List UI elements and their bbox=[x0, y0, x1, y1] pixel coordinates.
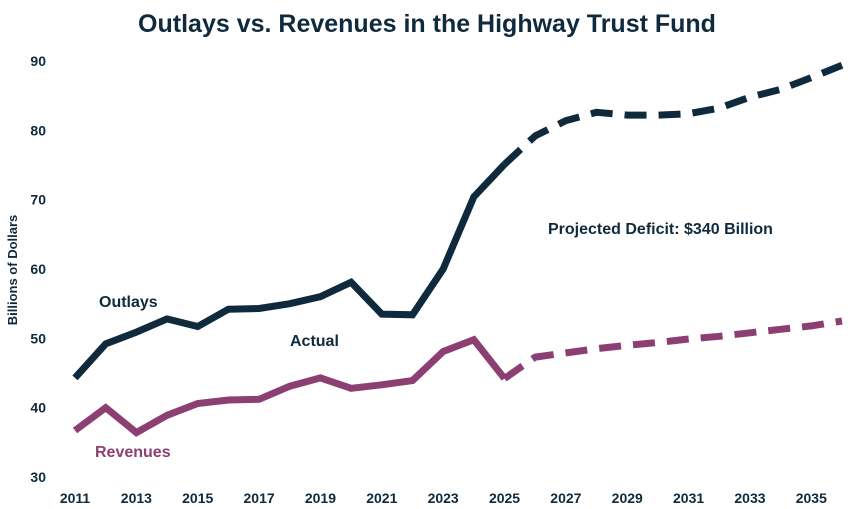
chart-title: Outlays vs. Revenues in the Highway Trus… bbox=[138, 10, 716, 38]
x-tick-label: 2017 bbox=[244, 490, 275, 506]
x-tick-label: 2025 bbox=[489, 490, 520, 506]
x-tick-label: 2027 bbox=[550, 490, 581, 506]
x-tick-label: 2015 bbox=[182, 490, 213, 506]
y-tick-label: 90 bbox=[30, 53, 46, 69]
x-tick-label: 2011 bbox=[60, 490, 91, 506]
projected-deficit-label: Projected Deficit: $340 Billion bbox=[548, 221, 773, 238]
outlays-actual-line bbox=[72, 161, 508, 381]
y-tick-label: 60 bbox=[30, 261, 46, 277]
y-axis-label: Billions of Dollars bbox=[5, 215, 20, 326]
outlays-projected-line bbox=[502, 61, 844, 167]
revenues-projected-line bbox=[502, 317, 843, 382]
y-axis-ticks: 30 40 50 60 70 80 90 bbox=[30, 53, 46, 485]
x-tick-label: 2033 bbox=[734, 490, 765, 506]
x-tick-label: 2029 bbox=[612, 490, 643, 506]
x-tick-label: 2021 bbox=[366, 490, 397, 506]
x-tick-label: 2035 bbox=[796, 490, 827, 506]
y-tick-label: 70 bbox=[30, 192, 46, 208]
series-layer bbox=[72, 61, 844, 437]
revenues-label: Revenues bbox=[95, 444, 171, 461]
actual-label: Actual bbox=[290, 333, 339, 350]
x-axis-ticks: 2011 2013 2015 2017 2019 2021 2023 2025 2027 2029… bbox=[60, 490, 827, 506]
revenues-actual-line bbox=[72, 335, 508, 437]
x-tick-label: 2013 bbox=[121, 490, 152, 506]
y-tick-label: 40 bbox=[30, 400, 46, 416]
x-tick-label: 2019 bbox=[305, 490, 336, 506]
y-tick-label: 30 bbox=[30, 469, 46, 485]
outlays-label: Outlays bbox=[99, 294, 158, 311]
x-tick-label: 2023 bbox=[428, 490, 459, 506]
y-tick-label: 80 bbox=[30, 122, 46, 138]
y-tick-label: 50 bbox=[30, 330, 46, 346]
x-tick-label: 2031 bbox=[673, 490, 704, 506]
